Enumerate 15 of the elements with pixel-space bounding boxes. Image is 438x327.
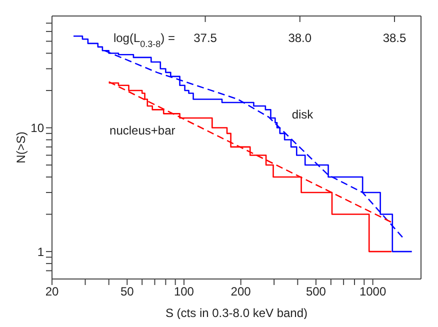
x2-tick-label: 37.5 [194, 31, 218, 45]
x2-tick-label: 38.5 [382, 31, 407, 45]
x-tick-label: 20 [45, 284, 59, 299]
x2-tick-label: 38.0 [288, 31, 312, 45]
x-tick-label: 500 [306, 284, 326, 299]
y-tick-label: 10 [30, 121, 44, 136]
y-axis-title: N(>S) [14, 132, 28, 164]
x-tick-label: 1000 [359, 284, 386, 299]
y-tick-label: 1 [37, 244, 44, 259]
series-label: disk [292, 108, 314, 122]
series-label: nucleus+bar [110, 123, 176, 138]
x-tick-label: 50 [120, 284, 134, 299]
x-tick-label: 100 [174, 284, 194, 299]
x-tick-label: 200 [230, 284, 252, 299]
x2-axis-title: log(L$_{0.3-8}$) = [113, 31, 176, 49]
